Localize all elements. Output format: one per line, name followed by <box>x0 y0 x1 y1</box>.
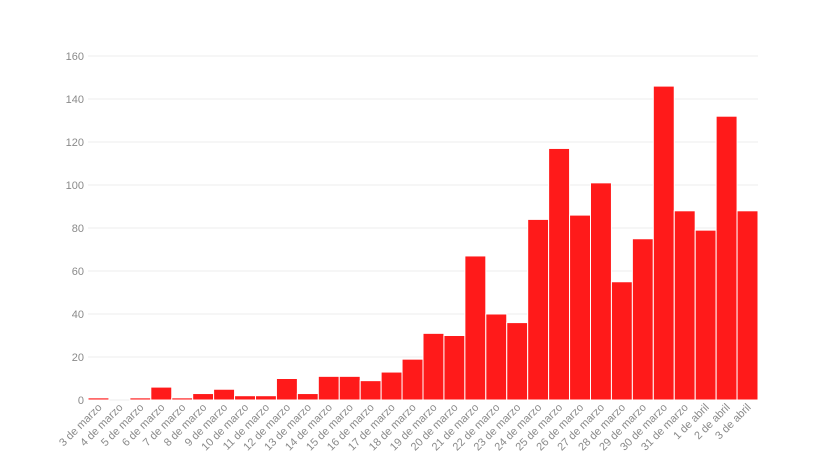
bar <box>715 115 738 401</box>
bar <box>317 375 340 401</box>
bar <box>87 397 110 401</box>
bar <box>694 229 717 401</box>
bar <box>192 393 215 401</box>
bar <box>443 335 466 401</box>
bar <box>401 358 424 401</box>
bar <box>590 182 612 401</box>
y-tick-label: 120 <box>66 137 84 149</box>
gridlines <box>88 55 758 401</box>
y-tick-label: 140 <box>66 94 84 106</box>
bars <box>87 85 759 401</box>
y-tick-label: 160 <box>66 51 84 63</box>
bar <box>338 375 361 401</box>
bar <box>296 393 319 401</box>
bar <box>548 147 571 401</box>
y-axis: 0 20 40 60 80 100 120 140 160 <box>66 51 84 407</box>
bar <box>527 218 550 401</box>
bar <box>652 85 675 401</box>
bar <box>129 397 152 401</box>
y-tick-label: 60 <box>72 266 84 278</box>
bar <box>631 238 654 401</box>
bar <box>171 397 194 401</box>
y-tick-label: 40 <box>72 309 84 321</box>
bar <box>213 388 236 401</box>
y-tick-label: 80 <box>72 223 84 235</box>
bar <box>359 380 382 401</box>
y-tick-label: 100 <box>66 180 84 192</box>
bar <box>673 210 696 401</box>
bar <box>610 281 633 401</box>
bar <box>150 386 173 401</box>
bar <box>736 210 759 401</box>
bar <box>485 313 508 401</box>
bar <box>255 395 277 401</box>
bar <box>569 214 591 401</box>
bar <box>506 322 529 401</box>
bar <box>234 395 256 401</box>
bar <box>380 371 403 401</box>
bar <box>275 378 298 401</box>
bar <box>464 255 487 401</box>
y-tick-label: 20 <box>72 352 84 364</box>
y-tick-label: 0 <box>78 395 84 407</box>
bar <box>422 332 445 401</box>
